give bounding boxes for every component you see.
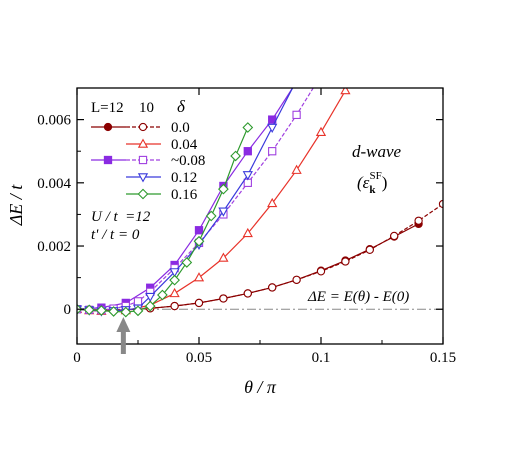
data-point <box>169 268 180 278</box>
data-point <box>83 304 95 316</box>
data-point <box>242 171 253 181</box>
y-tick-label: 0 <box>64 302 72 318</box>
legend-marker <box>138 155 148 165</box>
legend-label: 0.0 <box>171 120 190 136</box>
data-point <box>169 274 180 286</box>
legend-marker <box>103 155 113 165</box>
data-point <box>390 231 399 241</box>
data-point <box>268 283 277 292</box>
legend-marker <box>138 122 148 132</box>
data-point <box>243 147 252 156</box>
data-point <box>340 88 351 95</box>
x-tick-label: 0.15 <box>430 350 456 366</box>
data-point <box>316 267 326 276</box>
arrow-shaft <box>120 330 126 354</box>
legend-row: ~0.08 <box>91 153 205 169</box>
data-point <box>205 210 217 222</box>
wave-dispersion-k: k <box>369 184 376 196</box>
legend-label: 0.04 <box>171 137 198 153</box>
data-point <box>108 306 119 317</box>
x-tick-label: 0 <box>73 350 81 366</box>
x-tick-label: 0.1 <box>312 350 331 366</box>
data-point <box>170 301 179 311</box>
legend-row: 0.04 <box>126 137 198 153</box>
y-tick-label: 0.002 <box>37 239 71 255</box>
data-point <box>293 78 300 85</box>
data-point <box>169 287 180 298</box>
y-axis-label: ΔE / t <box>6 184 26 227</box>
data-point <box>194 226 204 235</box>
data-point <box>243 289 252 298</box>
data-point <box>315 126 327 136</box>
wave-dispersion-sf: SF <box>370 170 382 182</box>
data-point <box>292 275 301 284</box>
data-point <box>414 216 423 225</box>
x-axis-label: θ / π <box>244 377 277 397</box>
data-point <box>218 183 229 195</box>
param-t-label: t' / t = 0 <box>91 227 140 243</box>
tick-layer: 0 0.05 0.1 0.15 0 0.002 0.004 0.006 <box>37 88 456 366</box>
series-2 <box>77 39 374 315</box>
legend-header-delta: δ <box>177 97 186 116</box>
data-point <box>242 122 254 133</box>
data-point <box>366 39 374 47</box>
data-point <box>218 252 229 262</box>
data-point <box>292 110 301 120</box>
legend-marker <box>137 173 149 183</box>
data-point <box>194 298 204 308</box>
data-point <box>132 305 144 317</box>
data-point <box>219 294 228 303</box>
data-point <box>193 272 205 282</box>
series-layer <box>77 39 443 318</box>
legend-marker <box>103 122 113 132</box>
data-point <box>365 245 374 254</box>
data-point <box>268 147 277 156</box>
formula-label: ΔE = E(θ) - E(0) <box>307 289 409 305</box>
legend-marker <box>137 138 149 148</box>
legend-header-l2: 10 <box>139 100 154 116</box>
legend-row: 0.16 <box>126 187 198 203</box>
data-point <box>193 235 205 247</box>
data-point <box>145 292 156 303</box>
data-point <box>317 72 324 79</box>
data-point <box>218 207 229 217</box>
data-point <box>292 77 300 85</box>
legend-label: ~0.08 <box>171 153 205 169</box>
x-tick-label: 0.05 <box>186 350 212 366</box>
legend: L=12 10 δ 0.00.04~0.080.120.16 <box>91 97 205 203</box>
data-point <box>242 227 253 238</box>
legend-header-l: L=12 <box>91 100 124 116</box>
arrow-indicator <box>116 317 131 354</box>
legend-row: 0.0 <box>91 120 190 136</box>
data-point <box>267 123 278 134</box>
data-point <box>133 297 143 306</box>
wave-dispersion-open: (ε <box>357 173 370 192</box>
legend-marker <box>137 188 149 200</box>
wave-dispersion-label: (εk SF) <box>357 170 387 196</box>
param-u-label: U / t =12 <box>91 209 151 225</box>
y-tick-label: 0.006 <box>37 113 71 129</box>
series-line <box>77 88 348 312</box>
data-point <box>291 164 302 174</box>
data-point <box>157 289 168 301</box>
data-point <box>181 257 193 268</box>
data-point <box>120 306 132 318</box>
data-point <box>144 300 156 312</box>
data-point <box>96 305 107 316</box>
wave-dispersion-close: ) <box>382 173 388 192</box>
legend-label: 0.12 <box>171 170 197 186</box>
legend-label: 0.16 <box>171 187 198 203</box>
data-point <box>267 197 278 208</box>
wave-label: d-wave <box>352 142 402 161</box>
data-point <box>230 150 241 162</box>
legend-rows: 0.00.04~0.080.120.16 <box>91 120 205 203</box>
data-point <box>341 257 350 266</box>
y-tick-label: 0.004 <box>37 176 71 192</box>
arrow-head <box>116 317 131 332</box>
legend-row: 0.12 <box>126 170 197 186</box>
series-line <box>77 203 443 312</box>
